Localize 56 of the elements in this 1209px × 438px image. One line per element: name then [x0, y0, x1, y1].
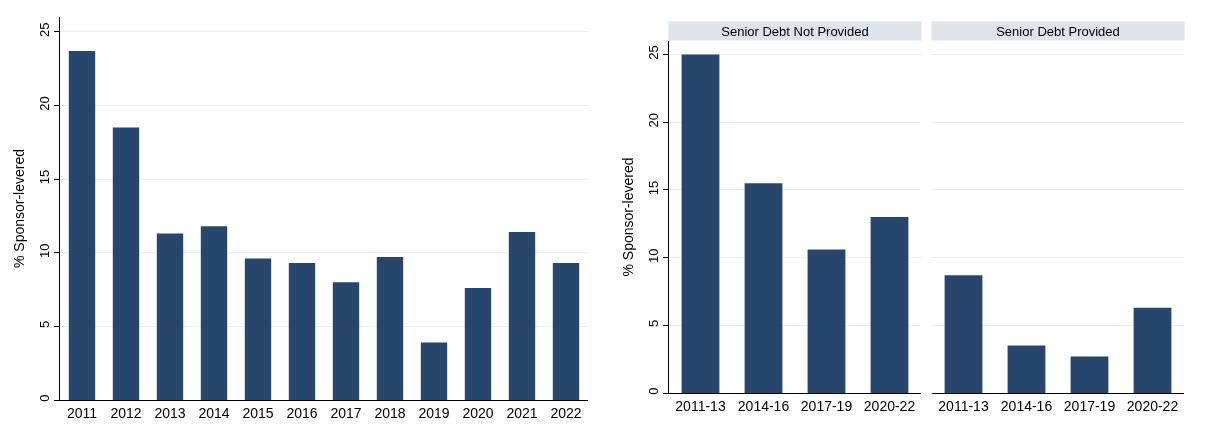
bar	[420, 342, 448, 400]
y-tick-label: 5	[645, 319, 661, 327]
y-tick-label: 20	[36, 96, 52, 111]
y-tick-label: 15	[36, 169, 52, 185]
x-tick-label: 2011-13	[938, 397, 989, 414]
bar	[1070, 356, 1109, 393]
bar	[376, 257, 404, 400]
x-tick-label: 2017-19	[1063, 397, 1116, 414]
x-tick-label: 2022	[550, 404, 582, 421]
bar	[681, 54, 720, 393]
y-tick-label: 10	[645, 248, 661, 263]
bar	[156, 233, 184, 400]
x-tick-label: 2018	[374, 404, 406, 421]
x-tick-label: 2020-22	[863, 397, 916, 414]
bar	[744, 183, 783, 393]
x-tick-label: 2017	[330, 404, 362, 421]
x-tick-label: 2020	[462, 404, 494, 421]
x-tick-label: 2016	[286, 404, 318, 421]
bar	[332, 282, 360, 400]
bar	[1007, 345, 1046, 393]
y-tick-label: 0	[645, 387, 661, 395]
bar	[68, 50, 96, 400]
y-axis-title: % Sponsor-levered	[11, 148, 28, 269]
y-tick-label: 25	[645, 45, 661, 60]
x-tick-label: 2021	[506, 404, 538, 421]
y-tick-label: 10	[36, 243, 52, 258]
x-tick-label: 2013	[154, 404, 186, 421]
x-tick-label: 2012	[110, 404, 142, 421]
x-tick-label: 2017-19	[800, 397, 853, 414]
x-tick-label: 2015	[242, 404, 274, 421]
bar	[807, 249, 846, 393]
bar	[112, 127, 140, 400]
bar	[464, 288, 492, 400]
x-tick-label: 2019	[418, 404, 450, 421]
bar	[870, 217, 909, 393]
x-tick-label: 2020-22	[1126, 397, 1179, 414]
bar	[288, 263, 316, 400]
bar	[200, 226, 228, 400]
x-tick-label: 2014-16	[737, 397, 790, 414]
x-tick-label: 2014	[198, 404, 230, 421]
bar	[244, 258, 272, 400]
bar	[508, 232, 536, 400]
bar	[1133, 307, 1172, 393]
chart-title: Senior Debt Not Provided	[721, 23, 869, 39]
x-tick-label: 2011	[66, 404, 98, 421]
x-tick-label: 2014-16	[1000, 397, 1053, 414]
y-tick-label: 25	[36, 22, 52, 38]
y-tick-label: 20	[645, 113, 661, 128]
bar	[944, 275, 983, 393]
y-tick-label: 15	[645, 180, 661, 196]
y-tick-label: 5	[36, 320, 52, 329]
y-tick-label: 0	[36, 394, 52, 402]
x-tick-label: 2011-13	[675, 397, 726, 414]
chart-title: Senior Debt Provided	[996, 23, 1120, 39]
bar	[552, 263, 580, 400]
y-axis-title: % Sponsor-levered	[620, 157, 637, 277]
